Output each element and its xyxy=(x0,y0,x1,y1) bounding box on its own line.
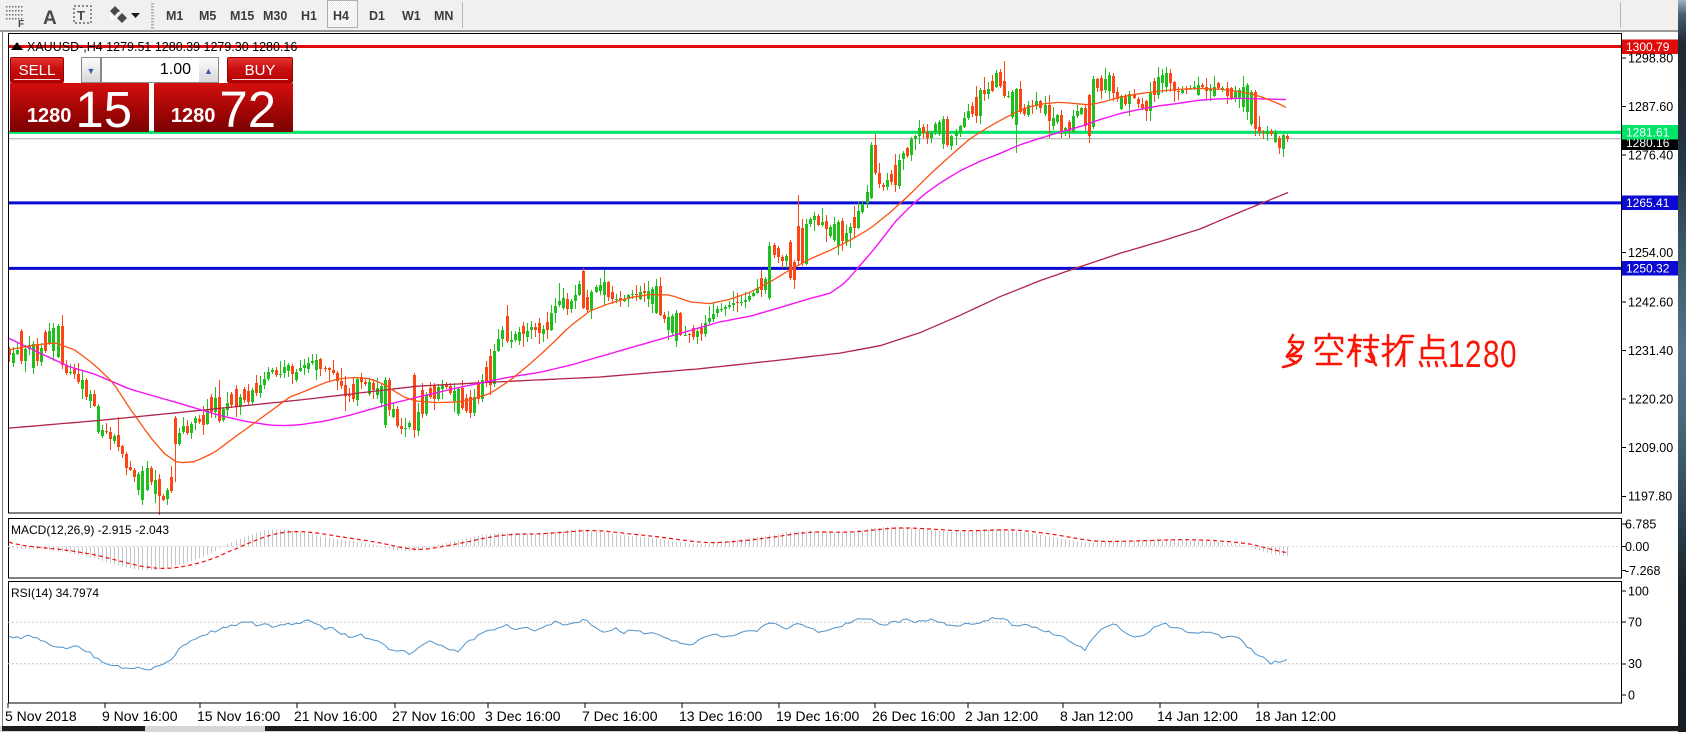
svg-text:M1: M1 xyxy=(166,9,183,23)
svg-text:8: 8 xyxy=(1483,334,1500,376)
svg-text:7 Dec 16:00: 7 Dec 16:00 xyxy=(582,708,658,724)
svg-text:1220.20: 1220.20 xyxy=(1628,393,1673,407)
svg-text:XAUUSD-,H4 1279.51 1280.39 12: XAUUSD-,H4 1279.51 1280.39 1279.30 1280.… xyxy=(27,40,297,54)
svg-text:1300.79: 1300.79 xyxy=(1626,40,1670,54)
svg-text:1298.80: 1298.80 xyxy=(1628,51,1673,65)
svg-text:A: A xyxy=(43,8,57,29)
svg-text:M15: M15 xyxy=(230,9,254,23)
svg-text:F: F xyxy=(18,19,24,30)
svg-text:W1: W1 xyxy=(402,9,421,23)
svg-text:1254.00: 1254.00 xyxy=(1628,246,1673,260)
svg-text:21 Nov 16:00: 21 Nov 16:00 xyxy=(294,708,377,724)
svg-text:1242.60: 1242.60 xyxy=(1628,295,1673,309)
svg-text:30: 30 xyxy=(1628,657,1642,671)
svg-text:H4: H4 xyxy=(333,9,349,23)
svg-text:1: 1 xyxy=(1448,334,1465,376)
svg-text:0: 0 xyxy=(1628,688,1635,702)
svg-text:1281.61: 1281.61 xyxy=(1626,126,1670,140)
svg-text:MACD(12,26,9) -2.915 -2.043: MACD(12,26,9) -2.915 -2.043 xyxy=(11,523,169,537)
svg-text:1280.16: 1280.16 xyxy=(1626,136,1670,150)
svg-text:26 Dec 16:00: 26 Dec 16:00 xyxy=(872,708,955,724)
svg-text:1231.40: 1231.40 xyxy=(1628,344,1673,358)
svg-text:8 Jan 12:00: 8 Jan 12:00 xyxy=(1060,708,1133,724)
svg-text:70: 70 xyxy=(1628,616,1642,630)
svg-text:RSI(14) 34.7974: RSI(14) 34.7974 xyxy=(11,586,99,600)
svg-text:19 Dec 16:00: 19 Dec 16:00 xyxy=(776,708,859,724)
svg-text:H1: H1 xyxy=(301,9,317,23)
svg-text:2: 2 xyxy=(1465,334,1482,376)
svg-text:0.00: 0.00 xyxy=(1625,540,1649,554)
svg-text:0: 0 xyxy=(1500,334,1517,376)
svg-text:100: 100 xyxy=(1628,584,1649,598)
svg-text:T: T xyxy=(77,8,85,23)
svg-text:2 Jan 12:00: 2 Jan 12:00 xyxy=(965,708,1038,724)
svg-text:14 Jan 12:00: 14 Jan 12:00 xyxy=(1157,708,1238,724)
svg-text:9 Nov 16:00: 9 Nov 16:00 xyxy=(102,708,178,724)
svg-text:6.785: 6.785 xyxy=(1625,518,1656,532)
svg-text:M30: M30 xyxy=(263,9,287,23)
svg-text:1287.60: 1287.60 xyxy=(1628,100,1673,114)
svg-text:-7.268: -7.268 xyxy=(1625,564,1660,578)
svg-text:1209.00: 1209.00 xyxy=(1628,441,1673,455)
svg-text:M5: M5 xyxy=(199,9,216,23)
svg-text:13 Dec 16:00: 13 Dec 16:00 xyxy=(679,708,762,724)
svg-text:3 Dec 16:00: 3 Dec 16:00 xyxy=(485,708,561,724)
svg-text:1265.41: 1265.41 xyxy=(1626,196,1670,210)
svg-text:18 Jan 12:00: 18 Jan 12:00 xyxy=(1255,708,1336,724)
svg-text:D1: D1 xyxy=(369,9,385,23)
svg-text:15 Nov 16:00: 15 Nov 16:00 xyxy=(197,708,280,724)
svg-text:MN: MN xyxy=(434,9,453,23)
svg-text:1276.40: 1276.40 xyxy=(1628,149,1673,163)
svg-text:1197.80: 1197.80 xyxy=(1628,490,1672,504)
svg-text:27 Nov 16:00: 27 Nov 16:00 xyxy=(392,708,475,724)
svg-text:5 Nov 2018: 5 Nov 2018 xyxy=(5,708,77,724)
svg-text:1250.32: 1250.32 xyxy=(1626,262,1670,276)
